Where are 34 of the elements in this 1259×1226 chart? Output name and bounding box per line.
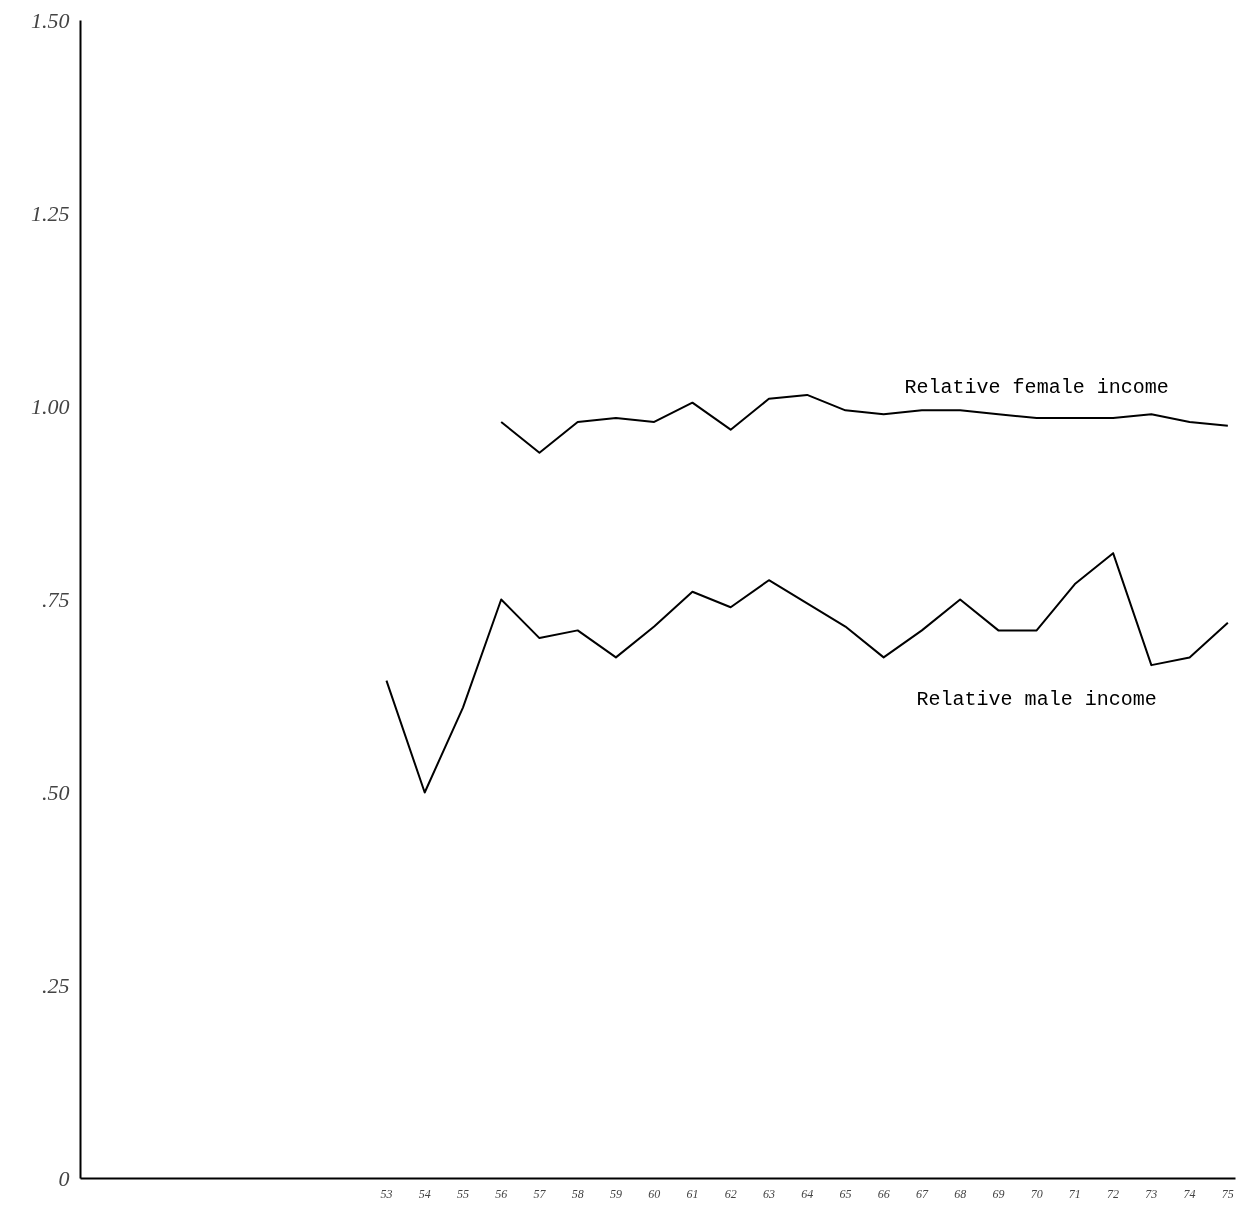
x-tick-label: 53 — [380, 1186, 393, 1201]
x-tick-label: 63 — [762, 1186, 775, 1201]
x-tick-label: 55 — [456, 1186, 469, 1201]
x-tick-label: 59 — [609, 1186, 622, 1201]
y-tick-label: 0 — [58, 1165, 70, 1191]
x-tick-label: 57 — [533, 1186, 547, 1201]
series-label: Relative male income — [916, 688, 1157, 712]
series-label: Relative female income — [904, 375, 1169, 399]
x-tick-label: 56 — [495, 1186, 508, 1201]
x-tick-label: 69 — [992, 1186, 1005, 1201]
y-tick-label: 1.00 — [31, 393, 70, 419]
x-tick-label: 67 — [915, 1186, 929, 1201]
line-series — [385, 552, 1229, 794]
y-tick-label: .50 — [42, 779, 70, 805]
x-tick-label: 62 — [724, 1186, 737, 1201]
x-tick-label: 73 — [1145, 1186, 1158, 1201]
y-tick-label: 1.25 — [31, 200, 70, 226]
x-tick-label: 68 — [954, 1186, 967, 1201]
x-tick-label: 70 — [1030, 1186, 1043, 1201]
x-tick-label: 61 — [686, 1186, 699, 1201]
x-tick-label: 58 — [571, 1186, 584, 1201]
x-tick-label: 75 — [1221, 1186, 1234, 1201]
x-tick-label: 54 — [418, 1186, 431, 1201]
x-tick-label: 74 — [1183, 1186, 1196, 1201]
line-series — [500, 393, 1229, 454]
y-tick-label: 1.50 — [31, 7, 70, 33]
x-tick-label: 65 — [839, 1186, 852, 1201]
y-tick-label: .75 — [42, 586, 70, 612]
x-tick-label: 72 — [1107, 1186, 1120, 1201]
x-tick-label: 60 — [648, 1186, 661, 1201]
y-tick-label: .25 — [42, 972, 70, 998]
x-tick-label: 71 — [1068, 1186, 1081, 1201]
x-tick-label: 66 — [877, 1186, 890, 1201]
x-tick-label: 64 — [801, 1186, 814, 1201]
